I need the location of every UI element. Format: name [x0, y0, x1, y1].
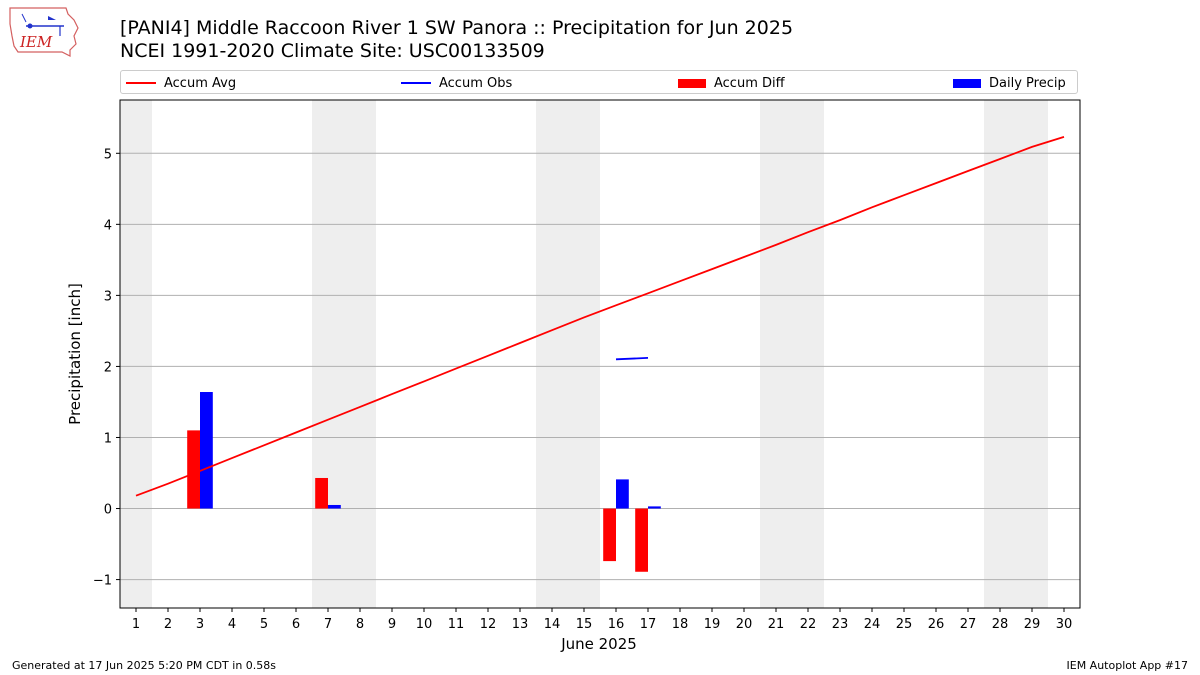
gridlines — [120, 152, 1080, 581]
footer-generated-text: Generated at 17 Jun 2025 5:20 PM CDT in … — [12, 659, 277, 672]
x-tick-label: 11 — [448, 617, 465, 632]
x-tick-label: 28 — [992, 617, 1009, 632]
x-tick-label: 2 — [164, 617, 172, 632]
x-tick-label: 1 — [132, 617, 140, 632]
x-tick-label: 12 — [480, 617, 497, 632]
x-tick-label: 29 — [1024, 617, 1041, 632]
y-tick-label: 3 — [104, 289, 112, 304]
x-tick-label: 7 — [324, 617, 332, 632]
legend-item-accum-avg: Accum Avg — [126, 71, 236, 95]
x-tick-label: 5 — [260, 617, 268, 632]
series-lines — [135, 136, 1065, 497]
accum-diff-bar — [603, 508, 616, 562]
daily-precip-bar — [328, 504, 341, 509]
iem-logo-text: IEM — [19, 33, 53, 51]
x-tick-label: 22 — [800, 617, 817, 632]
legend-patch-swatch — [678, 78, 706, 88]
y-axis-ticks: −1 0 1 2 3 4 5 — [93, 147, 120, 589]
legend: Accum Avg Accum Obs Accum Diff Daily Pre… — [120, 70, 1078, 94]
x-axis-ticks: 1 2 3 4 5 6 7 8 9 10 11 12 13 14 15 16 17 18 19 20 21 22 23 24 2… — [132, 608, 1072, 632]
legend-label: Daily Precip — [989, 75, 1066, 91]
x-tick-label: 18 — [672, 617, 689, 632]
axes — [119, 99, 1081, 609]
x-tick-label: 17 — [640, 617, 657, 632]
legend-label: Accum Obs — [439, 75, 513, 91]
x-tick-label: 6 — [292, 617, 300, 632]
x-tick-label: 19 — [704, 617, 721, 632]
y-axis-label: Precipitation [inch] — [66, 283, 84, 425]
y-tick-label: 0 — [104, 503, 112, 518]
x-tick-label: 30 — [1056, 617, 1073, 632]
chart-subtitle: NCEI 1991-2020 Climate Site: USC00133509 — [120, 40, 545, 62]
x-tick-label: 13 — [512, 617, 529, 632]
x-tick-label: 3 — [196, 617, 204, 632]
plot-frame — [119, 99, 1081, 609]
daily-precip-bar — [648, 506, 661, 509]
accum-diff-bar — [315, 477, 328, 509]
chart-title: [PANI4] Middle Raccoon River 1 SW Panora… — [120, 17, 794, 39]
legend-label: Accum Avg — [164, 75, 237, 91]
legend-item-accum-obs: Accum Obs — [401, 71, 512, 95]
x-tick-label: 25 — [896, 617, 913, 632]
x-tick-label: 21 — [768, 617, 785, 632]
x-tick-label: 4 — [228, 617, 236, 632]
weekend-shade-band — [120, 100, 152, 608]
x-tick-label: 20 — [736, 617, 753, 632]
iem-logo: IEM — [8, 6, 80, 58]
x-tick-label: 9 — [388, 617, 396, 632]
x-tick-label: 26 — [928, 617, 945, 632]
iem-logo-icon: IEM — [9, 7, 79, 57]
accum-diff-bar — [187, 430, 200, 509]
y-tick-label: 4 — [104, 218, 112, 233]
daily-precip-bar — [616, 479, 629, 509]
y-tick-label: 2 — [104, 360, 112, 375]
legend-line-swatch — [401, 82, 431, 84]
legend-line-swatch — [126, 82, 156, 84]
legend-label: Accum Diff — [714, 75, 785, 91]
legend-item-accum-diff: Accum Diff — [678, 71, 785, 95]
weekend-shade-band — [760, 100, 824, 608]
accum-avg-line — [135, 136, 1065, 497]
y-tick-label: −1 — [93, 574, 112, 589]
x-tick-label: 10 — [416, 617, 433, 632]
x-tick-label: 14 — [544, 617, 561, 632]
y-tick-label: 1 — [104, 431, 112, 446]
y-tick-label: 5 — [104, 147, 112, 162]
x-tick-label: 27 — [960, 617, 977, 632]
weekend-shading — [120, 100, 1048, 608]
daily-precip-bar — [200, 392, 213, 509]
x-axis-label: June 2025 — [560, 635, 637, 653]
x-tick-label: 24 — [864, 617, 881, 632]
legend-patch-swatch — [953, 78, 981, 88]
weekend-shade-band — [312, 100, 376, 608]
footer-app-text: IEM Autoplot App #17 — [1066, 659, 1189, 672]
x-tick-label: 8 — [356, 617, 364, 632]
bars — [187, 392, 661, 572]
legend-item-daily-precip: Daily Precip — [953, 71, 1066, 95]
accum-obs-line — [615, 357, 649, 361]
x-tick-label: 23 — [832, 617, 849, 632]
weekend-shade-band — [536, 100, 600, 608]
accum-diff-bar — [635, 508, 648, 572]
x-tick-label: 16 — [608, 617, 625, 632]
weekend-shade-band — [984, 100, 1048, 608]
x-tick-label: 15 — [576, 617, 593, 632]
